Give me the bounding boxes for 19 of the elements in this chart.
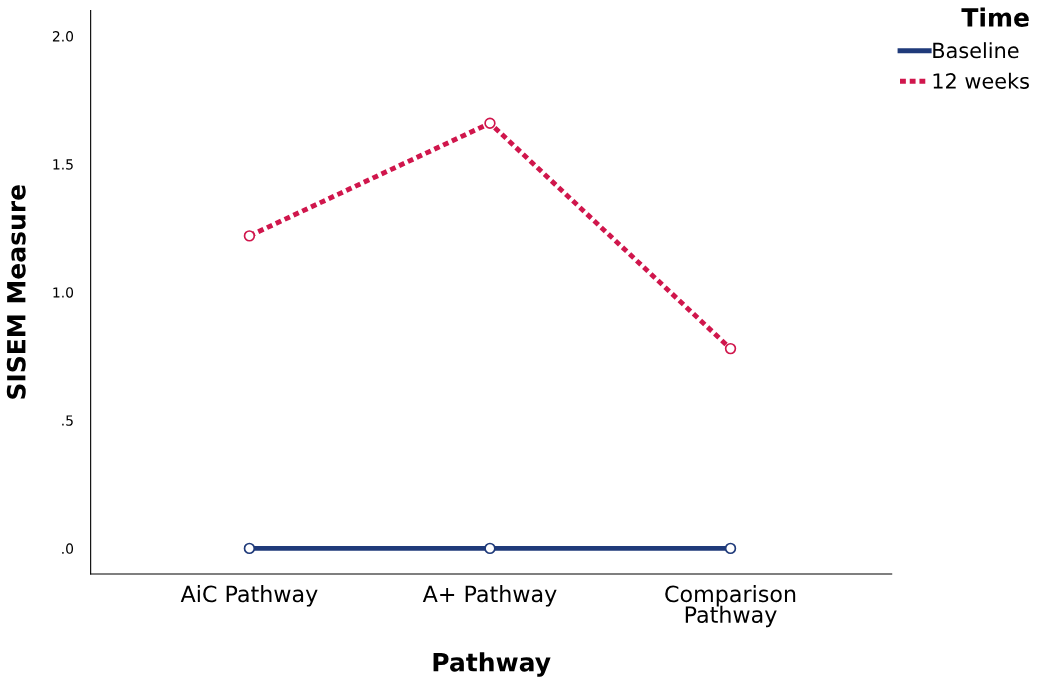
legend-label: 12 weeks — [933, 72, 1029, 89]
y-tick-label: 1.0 — [53, 287, 74, 298]
x-axis-title: Pathway — [433, 652, 551, 677]
point — [243, 230, 256, 242]
point — [484, 542, 496, 555]
legend-title: Time — [961, 7, 1029, 27]
x-tick-label: A+ Pathway — [422, 585, 557, 607]
point — [724, 342, 737, 355]
x-tick-label: AiC Pathway — [180, 585, 318, 607]
legend-label: Baseline — [933, 42, 1019, 59]
y-tick-label: 2.0 — [52, 31, 74, 42]
x-tick-label: Comparison Pathway — [665, 585, 796, 628]
point — [724, 542, 737, 555]
y-tick-label: 1.5 — [53, 159, 73, 170]
y-tick-label: .0 — [62, 543, 74, 554]
point — [243, 542, 256, 555]
y-tick-label: .5 — [62, 415, 73, 426]
y-axis-title: SISEM Measure — [6, 185, 26, 399]
point — [484, 117, 496, 129]
